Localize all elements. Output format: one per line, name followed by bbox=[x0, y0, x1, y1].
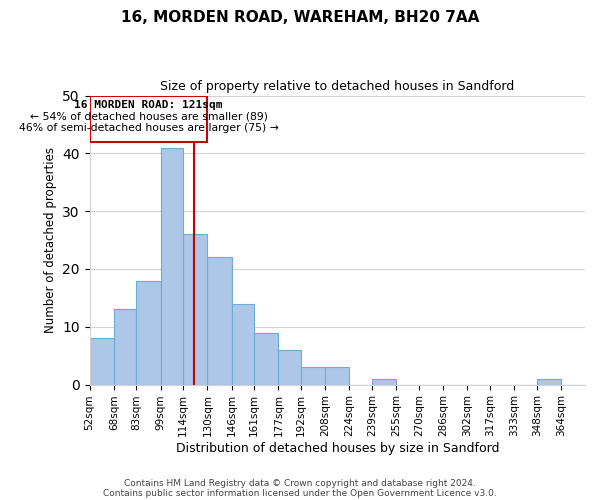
Bar bbox=[278, 350, 301, 384]
X-axis label: Distribution of detached houses by size in Sandford: Distribution of detached houses by size … bbox=[176, 442, 499, 455]
Text: Contains HM Land Registry data © Crown copyright and database right 2024.: Contains HM Land Registry data © Crown c… bbox=[124, 478, 476, 488]
Bar bbox=[232, 304, 254, 384]
Text: Contains public sector information licensed under the Open Government Licence v3: Contains public sector information licen… bbox=[103, 488, 497, 498]
Bar bbox=[301, 368, 325, 384]
Text: 16, MORDEN ROAD, WAREHAM, BH20 7AA: 16, MORDEN ROAD, WAREHAM, BH20 7AA bbox=[121, 10, 479, 25]
FancyBboxPatch shape bbox=[89, 96, 208, 142]
Bar bbox=[136, 280, 161, 384]
Y-axis label: Number of detached properties: Number of detached properties bbox=[44, 147, 57, 333]
Bar bbox=[372, 379, 396, 384]
Bar bbox=[325, 368, 349, 384]
Bar bbox=[161, 148, 183, 384]
Bar bbox=[208, 258, 232, 384]
Text: 16 MORDEN ROAD: 121sqm: 16 MORDEN ROAD: 121sqm bbox=[74, 100, 223, 110]
Title: Size of property relative to detached houses in Sandford: Size of property relative to detached ho… bbox=[160, 80, 514, 93]
Bar bbox=[536, 379, 561, 384]
Text: 46% of semi-detached houses are larger (75) →: 46% of semi-detached houses are larger (… bbox=[19, 124, 278, 134]
Bar bbox=[254, 332, 278, 384]
Bar bbox=[114, 310, 136, 384]
Bar bbox=[89, 338, 114, 384]
Text: ← 54% of detached houses are smaller (89): ← 54% of detached houses are smaller (89… bbox=[29, 112, 268, 122]
Bar bbox=[183, 234, 208, 384]
